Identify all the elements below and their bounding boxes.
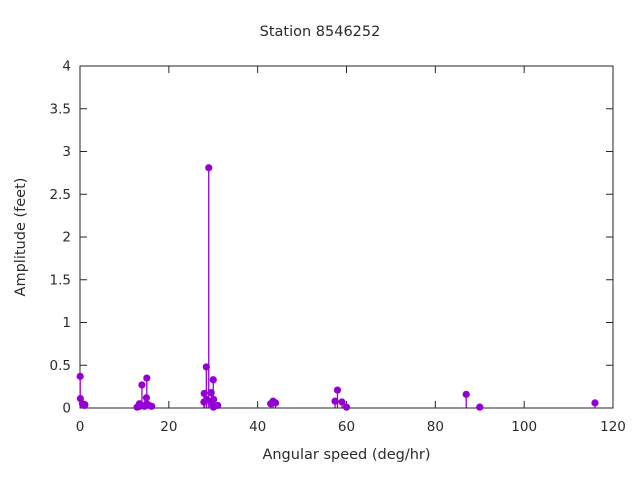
plot-border: [79, 65, 614, 409]
data-point: [271, 399, 280, 407]
data-point: [214, 401, 222, 410]
data-point: [138, 381, 146, 389]
data-point: [331, 397, 339, 405]
y-tick-label: 4: [62, 59, 71, 75]
data-point: [333, 386, 342, 394]
x-axis-label: Angular speed (deg/hr): [262, 447, 431, 463]
data-point: [76, 372, 84, 380]
x-tick-label: 20: [160, 419, 177, 435]
data-point: [200, 389, 208, 398]
x-tick-label: 80: [427, 419, 444, 435]
x-tick-label: 120: [600, 419, 626, 435]
data-point: [209, 376, 217, 384]
x-tick-label: 60: [338, 419, 355, 435]
data-point: [142, 394, 151, 402]
x-tick-label: 100: [511, 419, 537, 435]
y-tick-label: 3.5: [50, 101, 71, 117]
y-tick-label: 2.5: [50, 187, 71, 203]
y-tick-label: 1: [62, 315, 71, 331]
y-tick-label: 0: [62, 401, 71, 417]
data-point: [342, 403, 351, 411]
data-point: [591, 399, 599, 407]
x-tick-label: 40: [249, 419, 266, 435]
data-point: [148, 402, 156, 410]
y-axis-label: Amplitude (feet): [13, 177, 29, 297]
data-point: [202, 363, 210, 371]
data-point: [207, 389, 215, 397]
x-tick-label: 0: [76, 419, 85, 435]
y-tick-label: 3: [62, 144, 71, 160]
y-tick-label: 0.5: [50, 358, 71, 374]
data-point: [143, 374, 151, 382]
data-point: [462, 390, 470, 398]
data-point: [476, 403, 484, 411]
y-tick-label: 2: [62, 230, 71, 246]
chart-title: Station 8546252: [259, 24, 381, 40]
data-point: [81, 400, 89, 409]
data-point: [338, 398, 346, 406]
y-tick-label: 1.5: [50, 272, 71, 288]
data-point: [205, 164, 213, 172]
data-point: [210, 395, 218, 404]
